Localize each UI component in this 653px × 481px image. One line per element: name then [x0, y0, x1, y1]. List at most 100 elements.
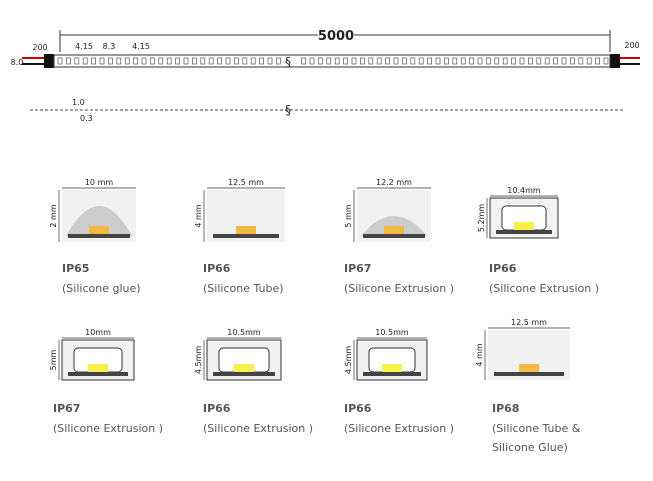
- led: [477, 57, 483, 65]
- width-label: 10 mm: [85, 178, 114, 187]
- rating: IP65: [62, 262, 89, 275]
- led: [57, 57, 63, 65]
- led: [91, 57, 96, 65]
- description: Silicone Glue): [492, 441, 568, 454]
- end-cap: [610, 54, 620, 68]
- pitch-label: 4.15: [132, 42, 150, 51]
- pitch-label: 8.3: [103, 42, 116, 51]
- led: [99, 57, 105, 65]
- break-mark: §: [285, 55, 291, 69]
- led: [133, 57, 138, 65]
- pitch-label: 4.15: [75, 42, 93, 51]
- led: [494, 57, 500, 65]
- led-chip: [88, 364, 108, 372]
- led: [318, 57, 323, 65]
- led-chip: [382, 364, 402, 372]
- led-chip: [514, 222, 534, 230]
- pcb: [68, 372, 128, 376]
- end-cap: [44, 54, 54, 68]
- height-label: 4 mm: [194, 204, 203, 227]
- led: [502, 57, 508, 65]
- led: [116, 57, 122, 65]
- rating: IP67: [344, 262, 371, 275]
- led: [183, 57, 189, 65]
- led: [326, 57, 332, 65]
- led: [418, 57, 424, 65]
- led: [578, 57, 584, 65]
- led: [595, 57, 600, 65]
- width-label: 8.0: [11, 58, 24, 67]
- height-label: 4.5mm: [194, 346, 203, 375]
- height-label: 4.5mm: [344, 346, 353, 375]
- width-label: 10mm: [85, 328, 111, 337]
- led: [603, 57, 609, 65]
- led: [276, 57, 281, 65]
- pcb: [68, 234, 130, 238]
- led: [570, 57, 575, 65]
- length-label: 5000: [318, 29, 354, 44]
- led: [150, 57, 155, 65]
- led: [66, 57, 71, 65]
- led: [192, 57, 197, 65]
- pcb: [494, 372, 564, 376]
- led: [343, 57, 348, 65]
- led: [460, 57, 466, 65]
- rating: IP66: [203, 262, 231, 275]
- led: [309, 57, 315, 65]
- lead-left-label: 200: [32, 43, 47, 52]
- led: [469, 57, 474, 65]
- rating: IP66: [489, 262, 517, 275]
- height-label: 4 mm: [475, 343, 484, 366]
- led: [486, 57, 491, 65]
- led: [259, 57, 264, 65]
- led-chip: [519, 364, 539, 372]
- led: [175, 57, 180, 65]
- description: (Silicone Extrusion ): [489, 282, 599, 295]
- break-mark: §: [285, 103, 291, 117]
- led: [158, 57, 164, 65]
- led: [519, 57, 525, 65]
- led: [141, 57, 147, 65]
- pcb-label: 0.3: [80, 114, 93, 123]
- led: [528, 57, 533, 65]
- width-label: 12.2 mm: [376, 178, 412, 187]
- pcb: [213, 372, 275, 376]
- led: [166, 57, 172, 65]
- length-bg: [318, 27, 354, 43]
- led: [234, 57, 239, 65]
- led: [586, 57, 592, 65]
- rating: IP68: [492, 402, 519, 415]
- description: (Silicone Extrusion ): [344, 422, 454, 435]
- description: (Silicone Tube): [203, 282, 284, 295]
- profiles: 10 mm 2 mm IP65 (Silicone glue) 12.5 mm 4 mm I…: [49, 178, 599, 454]
- led: [452, 57, 458, 65]
- description: (Silicone Extrusion ): [53, 422, 163, 435]
- description: (Silicone Extrusion ): [344, 282, 454, 295]
- width-label: 12.5 mm: [511, 318, 547, 327]
- pcb: [213, 234, 279, 238]
- description: (Silicone Tube &: [492, 422, 581, 435]
- height-label: 5 mm: [344, 204, 353, 227]
- led: [376, 57, 382, 65]
- pcb: [496, 230, 552, 234]
- height-label: 5mm: [49, 349, 58, 370]
- pcb: [363, 372, 421, 376]
- led: [200, 57, 206, 65]
- led: [360, 57, 365, 65]
- led: [435, 57, 441, 65]
- led: [334, 57, 340, 65]
- led: [393, 57, 399, 65]
- led: [74, 57, 80, 65]
- led: [208, 57, 214, 65]
- led: [368, 57, 374, 65]
- led: [410, 57, 416, 65]
- led-chip: [236, 226, 256, 234]
- led-chip: [89, 226, 109, 234]
- lead-right-label: 200: [624, 41, 639, 50]
- description: (Silicone Extrusion ): [203, 422, 313, 435]
- width-label: 10.5mm: [375, 328, 409, 337]
- description: (Silicone glue): [62, 282, 141, 295]
- led: [267, 57, 273, 65]
- led-chip: [234, 364, 254, 372]
